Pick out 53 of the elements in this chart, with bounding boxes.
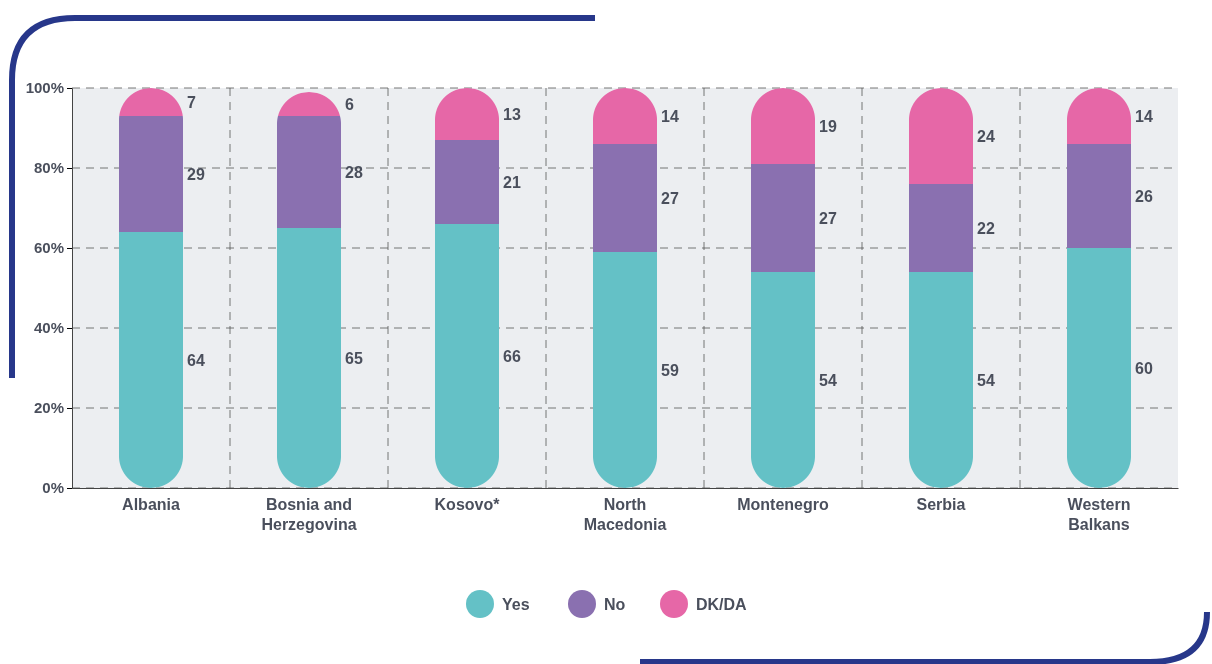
bar xyxy=(119,116,183,232)
data-label: 6 xyxy=(345,96,354,113)
data-label: 21 xyxy=(503,174,521,191)
bar xyxy=(751,88,815,164)
x-tick-label: Albania xyxy=(122,496,180,514)
bar xyxy=(1067,144,1131,248)
data-label: 29 xyxy=(187,166,205,183)
data-label: 24 xyxy=(977,128,995,145)
bar xyxy=(909,184,973,272)
x-tick-label: Serbia xyxy=(916,496,966,514)
data-label: 27 xyxy=(661,190,679,207)
x-tick-label: Kosovo* xyxy=(434,496,501,514)
data-label: 54 xyxy=(977,372,995,389)
data-label: 14 xyxy=(661,108,679,125)
y-tick-label: 0% xyxy=(42,479,64,497)
bar xyxy=(909,88,973,184)
data-label: 14 xyxy=(1135,108,1153,125)
y-tick-label: 100% xyxy=(25,79,64,97)
bar xyxy=(751,164,815,272)
data-label: 27 xyxy=(819,210,837,227)
x-tick-label: Montenegro xyxy=(737,496,829,514)
bar xyxy=(435,224,499,488)
data-label: 66 xyxy=(503,348,521,365)
bar xyxy=(593,252,657,488)
bar xyxy=(751,272,815,488)
data-label: 26 xyxy=(1135,188,1153,205)
bar xyxy=(435,140,499,224)
legend-label: No xyxy=(604,596,626,613)
legend-label: DK/DA xyxy=(696,596,748,613)
x-tick-label: Western Balkans xyxy=(1067,496,1131,534)
data-label: 59 xyxy=(661,362,679,379)
y-tick-label: 80% xyxy=(33,159,64,177)
bar xyxy=(277,228,341,488)
data-label: 7 xyxy=(187,94,196,111)
y-tick-label: 40% xyxy=(33,319,64,337)
data-label: 28 xyxy=(345,164,363,181)
bar xyxy=(593,144,657,252)
bar xyxy=(277,116,341,228)
y-tick-label: 60% xyxy=(33,239,64,257)
x-tick-label: Bosnia and Herzegovina xyxy=(261,496,357,534)
x-tick-label: North Macedonia xyxy=(583,496,667,534)
legend-label: Yes xyxy=(502,596,530,613)
data-label: 60 xyxy=(1135,360,1153,377)
y-tick-label: 20% xyxy=(33,399,64,417)
data-label: 19 xyxy=(819,118,837,135)
bar xyxy=(119,232,183,488)
data-label: 64 xyxy=(187,352,205,369)
bar xyxy=(909,272,973,488)
data-label: 13 xyxy=(503,106,521,123)
bar xyxy=(1067,248,1131,488)
data-label: 54 xyxy=(819,372,837,389)
data-label: 22 xyxy=(977,220,995,237)
data-label: 65 xyxy=(345,350,363,367)
